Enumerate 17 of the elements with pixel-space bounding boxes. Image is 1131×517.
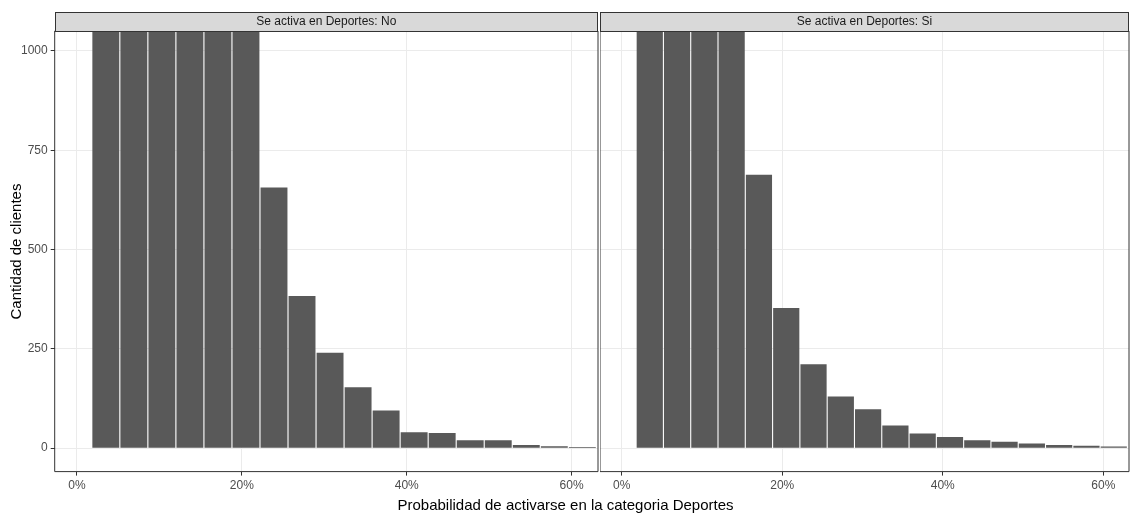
y-tick-label: 500 [27,241,49,256]
x-tick-label: 0% [68,478,86,493]
x-tick-label: 20% [770,478,795,493]
y-tick-label: 1000 [20,43,49,58]
x-axis-title: Probabilidad de activarse en la categoria Deportes [396,496,735,513]
chart-title: Se activa en Deportes: No [54,12,598,32]
x-tick-label: 60% [1091,478,1116,493]
y-tick-label: 250 [27,341,49,356]
y-axis-title: Cantidad de clientes [7,183,25,320]
chart-title: Se activa en Deportes: Si [600,12,1129,32]
x-tick-label: 0% [613,478,631,493]
y-tick-label: 750 [27,142,49,157]
x-tick-label: 40% [930,478,956,493]
x-tick-label: 40% [394,478,420,493]
y-tick-label: 0 [41,440,49,455]
x-tick-label: 20% [229,478,255,493]
x-tick-label: 60% [559,478,584,493]
